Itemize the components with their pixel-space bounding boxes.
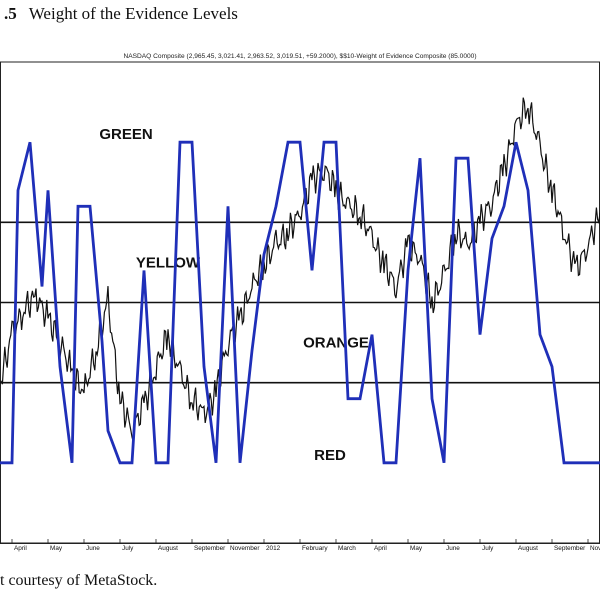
x-tick-label: July	[482, 545, 494, 552]
figure-number: .5	[4, 4, 17, 23]
chart-header: NASDAQ Composite (2,965.45, 3,021.41, 2,…	[123, 53, 477, 60]
x-tick-label: August	[518, 545, 538, 552]
figure-caption: t courtesy of MetaStock.	[0, 572, 158, 589]
x-tick-label: May	[410, 545, 423, 552]
x-tick-label: September	[194, 545, 226, 552]
x-tick-label: September	[554, 545, 586, 552]
zone-label-red: RED	[314, 447, 346, 464]
zone-label-orange: ORANGE	[303, 335, 369, 352]
x-tick-label: June	[86, 545, 100, 552]
figure-title-text: Weight of the Evidence Levels	[28, 4, 238, 23]
zone-label-yellow: YELLOW	[136, 254, 201, 271]
x-tick-label: November	[590, 545, 600, 552]
zone-label-green: GREEN	[99, 126, 152, 143]
x-tick-label: March	[338, 545, 356, 552]
x-tick-label: 2012	[266, 545, 281, 552]
woe-series-line	[0, 140, 600, 465]
figure-title: .5 Weight of the Evidence Levels	[4, 4, 238, 28]
x-tick-label: July	[122, 545, 134, 552]
x-tick-label: April	[374, 545, 387, 552]
x-tick-label: May	[50, 545, 63, 552]
x-tick-label: November	[230, 545, 260, 552]
x-tick-label: June	[446, 545, 460, 552]
x-tick-label: August	[158, 545, 178, 552]
x-tick-label: February	[302, 545, 328, 552]
x-tick-label: April	[14, 545, 27, 552]
